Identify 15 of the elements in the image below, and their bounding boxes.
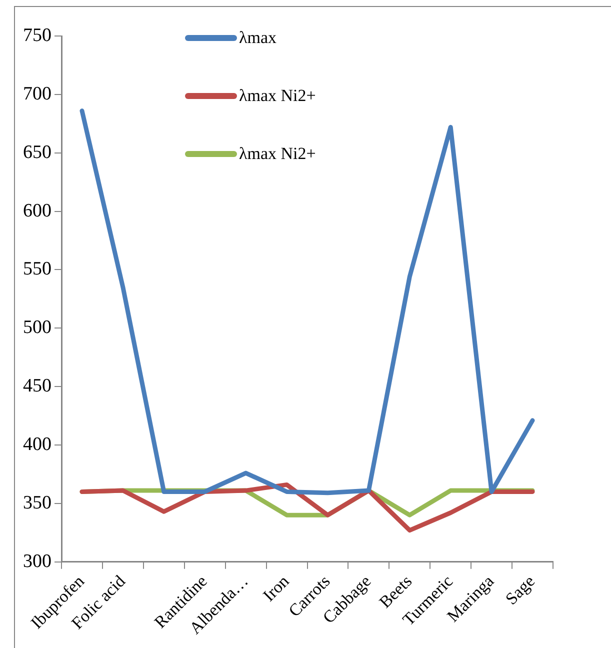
y-tick-label: 650	[23, 142, 52, 163]
x-tick-label: Sage	[502, 572, 539, 608]
y-tick-label: 350	[23, 492, 52, 514]
y-tick-label: 400	[23, 434, 52, 455]
legend-label: λmax Ni2+	[239, 86, 316, 106]
legend-label: λmax	[239, 28, 277, 48]
y-tick-label: 750	[23, 24, 52, 46]
y-tick-label: 500	[23, 317, 52, 338]
x-tick-label: Iron	[259, 571, 294, 606]
y-tick-label: 300	[23, 550, 52, 572]
legend-label: λmax Ni2+	[239, 144, 316, 164]
y-tick-label: 700	[23, 83, 52, 104]
y-tick-label: 550	[23, 258, 52, 280]
y-tick-label: 600	[23, 200, 52, 222]
y-tick-label: 450	[23, 376, 52, 397]
